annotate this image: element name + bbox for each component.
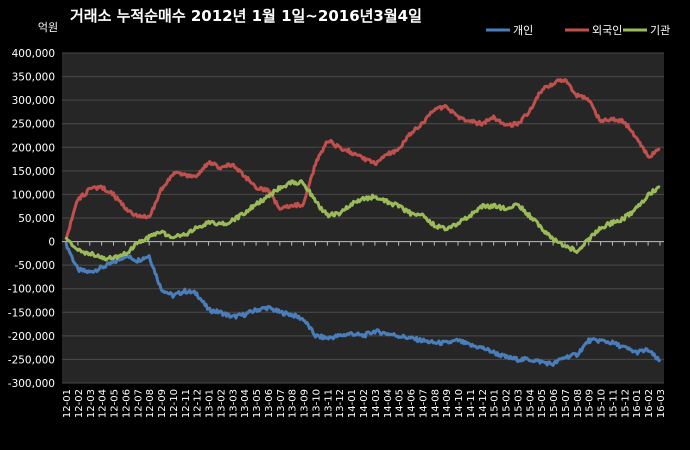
y-tick-label: -50,000	[14, 260, 55, 272]
x-tick-label: 12-01	[62, 389, 73, 418]
x-tick-label: 15-06	[549, 389, 560, 418]
x-tick-label: 15-09	[585, 389, 596, 418]
series-line-3	[64, 179, 661, 262]
x-tick-label: 15-08	[573, 389, 584, 418]
x-tick-label: 15-01	[490, 389, 501, 418]
x-tick-label: 14-09	[442, 389, 453, 418]
x-tick-label: 12-03	[86, 389, 97, 418]
x-tick-label: 13-02	[216, 389, 227, 418]
y-tick-label: -150,000	[8, 307, 55, 319]
x-tick-label: 14-12	[478, 389, 489, 418]
x-tick-label: 15-05	[537, 389, 548, 418]
x-tick-label: 12-09	[157, 389, 168, 418]
x-tick-label: 12-12	[193, 389, 204, 418]
x-tick-label: 14-07	[418, 389, 429, 418]
x-tick-label: 16-03	[656, 389, 667, 418]
x-tick-label: 12-04	[98, 389, 109, 418]
y-tick-label: -250,000	[8, 354, 55, 366]
series-line-2	[64, 78, 661, 240]
x-tick-label: 14-05	[395, 389, 406, 418]
x-tick-label: 14-04	[383, 389, 394, 418]
y-tick-label: 0	[48, 237, 55, 249]
x-tick-label: 12-05	[110, 389, 121, 418]
y-tick-label: 250,000	[12, 119, 55, 131]
legend-label: 외국인	[592, 24, 622, 37]
x-tick-label: 14-06	[407, 389, 418, 418]
legend-label: 기관	[650, 24, 670, 37]
series-lines	[64, 78, 662, 367]
legend-label: 개인	[513, 24, 533, 37]
x-tick-label: 13-07	[276, 389, 287, 418]
x-tick-label: 15-11	[608, 389, 619, 418]
x-tick-label: 15-03	[513, 389, 524, 418]
x-tick-label: 13-12	[335, 389, 346, 418]
x-tick-label: 13-06	[264, 389, 275, 418]
x-tick-label: 12-08	[145, 389, 156, 418]
x-tick-label: 12-10	[169, 389, 180, 418]
x-tick-label: 15-02	[502, 389, 513, 418]
y-tick-label: -100,000	[8, 284, 55, 296]
legend: 개인 외국인 기관	[486, 24, 670, 37]
x-tick-label: 14-02	[359, 389, 370, 418]
x-tick-label: 13-04	[240, 389, 251, 418]
x-tick-label: 14-01	[347, 389, 358, 418]
y-tick-label: -200,000	[8, 331, 55, 343]
y-tick-label: -300,000	[8, 378, 55, 390]
y-tick-label: 400,000	[12, 48, 55, 60]
x-tick-label: 15-04	[525, 389, 536, 418]
x-tick-label: 13-09	[300, 389, 311, 418]
zero-axis	[62, 241, 664, 246]
x-tick-label: 12-02	[74, 389, 85, 418]
y-tick-label: 50,000	[18, 213, 55, 225]
unit-label: 억원	[38, 21, 58, 34]
y-tick-label: 200,000	[12, 142, 55, 154]
x-tick-label: 15-12	[620, 389, 631, 418]
x-tick-label: 12-11	[181, 389, 192, 418]
y-tick-label: 100,000	[12, 189, 55, 201]
x-tick-label: 12-07	[133, 389, 144, 418]
x-tick-label: 14-03	[371, 389, 382, 418]
x-tick-label: 13-01	[205, 389, 216, 418]
x-tick-label: 13-10	[311, 389, 322, 418]
chart-title: 거래소 누적순매수 2012년 1월 1일~2016년3월4일	[70, 7, 422, 25]
y-axis-ticks: 400,000 350,000 300,000 250,000 200,000 150,0…	[8, 48, 55, 390]
x-tick-label: 14-11	[466, 389, 477, 418]
x-tick-label: 14-10	[454, 389, 465, 418]
x-tick-label: 13-03	[228, 389, 239, 418]
x-tick-label: 16-01	[632, 389, 643, 418]
x-tick-label: 13-08	[288, 389, 299, 418]
x-tick-label: 12-06	[121, 389, 132, 418]
x-tick-label: 14-08	[430, 389, 441, 418]
x-tick-label: 13-11	[323, 389, 334, 418]
y-tick-label: 300,000	[12, 95, 55, 107]
x-tick-label: 13-05	[252, 389, 263, 418]
x-axis-ticks: 12-01 12-02 12-03 12-04 12-05 12-06 12-07 12-08…	[62, 389, 667, 418]
series-line-1	[64, 241, 662, 367]
y-tick-label: 150,000	[12, 166, 55, 178]
x-tick-label: 15-07	[561, 389, 572, 418]
x-tick-label: 15-10	[597, 389, 608, 418]
x-tick-label: 16-02	[644, 389, 655, 418]
y-tick-label: 350,000	[12, 72, 55, 84]
